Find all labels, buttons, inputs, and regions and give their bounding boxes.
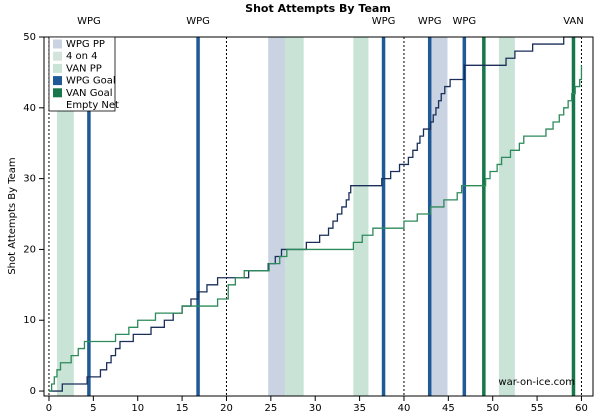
goal-label: WPG [186, 16, 210, 27]
x-tick-label: 60 [575, 403, 588, 413]
x-tick-label: 55 [531, 403, 544, 413]
x-tick-label: 30 [309, 403, 322, 413]
x-tick-label: 0 [46, 403, 52, 413]
chart-title: Shot Attempts By Team [245, 2, 391, 15]
y-tick-label: 0 [30, 386, 36, 397]
legend-label: 4 on 4 [66, 51, 98, 62]
step-line [48, 36, 582, 392]
y-tick-label: 30 [23, 174, 36, 185]
legend-swatch [53, 63, 62, 73]
shaded-span [429, 37, 448, 396]
goal-label: WPG [418, 16, 442, 27]
legend-label: WPG Goal [66, 76, 116, 87]
legend-swatch [53, 88, 62, 98]
step-line [48, 65, 583, 392]
x-tick-label: 45 [442, 403, 455, 413]
legend-label: WPG PP [66, 39, 105, 50]
goal-label: WPG [77, 16, 101, 27]
shaded-span [498, 37, 515, 396]
plot-frame [43, 36, 594, 397]
legend-box [48, 36, 116, 112]
x-tick-label: 40 [398, 403, 411, 413]
x-tick-label: 20 [220, 403, 233, 413]
x-tick-label: 25 [264, 403, 277, 413]
goal-label: WPG [372, 16, 396, 27]
y-tick-label: 20 [23, 244, 36, 255]
y-tick-label: 10 [23, 315, 36, 326]
x-tick-label: 15 [176, 403, 189, 413]
annotation: war-on-ice.com [498, 377, 575, 388]
shaded-span [353, 37, 369, 396]
x-tick-label: 10 [131, 403, 144, 413]
y-axis-label: Shot Attempts By Team [7, 157, 18, 274]
y-tick-label: 40 [23, 103, 36, 114]
x-tick-label: 50 [486, 403, 499, 413]
y-tick-label: 50 [23, 32, 36, 43]
shaded-span [56, 37, 74, 396]
legend-swatch [53, 76, 62, 86]
legend-label: VAN Goal [66, 88, 112, 99]
legend-label: VAN PP [66, 63, 102, 74]
goal-label: VAN [563, 16, 584, 27]
goal-label: WPG [452, 16, 476, 27]
shaded-span [268, 37, 286, 396]
shaded-span [285, 37, 304, 396]
x-tick-label: 5 [90, 403, 96, 413]
legend-label: Empty Net [66, 100, 119, 111]
legend-swatch [53, 39, 62, 49]
x-tick-label: 35 [353, 403, 366, 413]
legend-swatch [53, 51, 62, 61]
